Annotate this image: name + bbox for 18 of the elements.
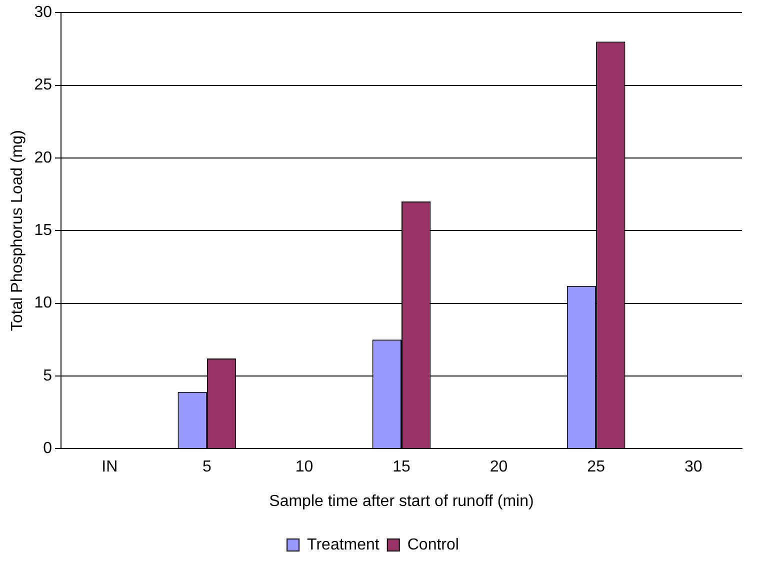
- y-tick-label: 30: [34, 4, 52, 22]
- y-tick-label: 5: [43, 367, 52, 384]
- x-tick-label: 30: [684, 458, 702, 476]
- y-tick-label: 10: [34, 294, 52, 312]
- x-tick-label: 20: [490, 458, 508, 476]
- x-tick-label: 5: [202, 458, 212, 476]
- x-tick-label: 15: [392, 458, 410, 476]
- y-tick-label: 20: [34, 149, 52, 166]
- x-axis-title: Sample time after start of runoff (min): [269, 492, 534, 510]
- legend-label: Control: [407, 536, 459, 554]
- x-tick-label: 10: [295, 458, 314, 476]
- y-tick-label: 25: [34, 76, 52, 94]
- y-tick-label: 15: [34, 222, 52, 240]
- y-axis-title: Total Phosphorus Load (mg): [9, 130, 26, 332]
- y-tick-label: 0: [43, 440, 52, 458]
- x-tick-label: 25: [587, 458, 606, 476]
- x-tick-label: IN: [102, 458, 118, 476]
- legend-label: Treatment: [307, 536, 380, 554]
